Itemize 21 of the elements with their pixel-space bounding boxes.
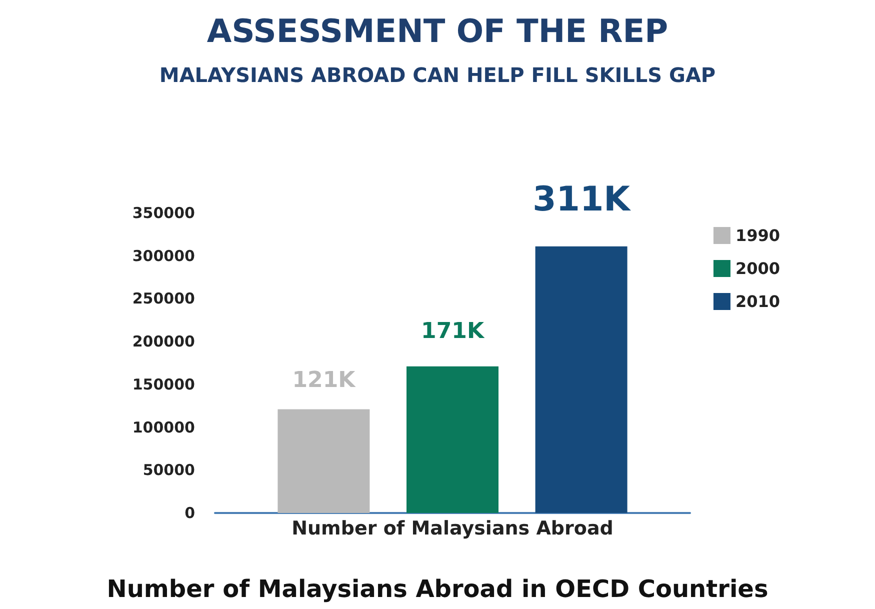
y-tick-label: 50000 bbox=[142, 461, 195, 480]
y-tick-label: 150000 bbox=[132, 375, 195, 394]
bar bbox=[535, 246, 628, 513]
x-tick-label: Number of Malaysians Abroad bbox=[292, 518, 614, 540]
data-label: 171K bbox=[421, 318, 485, 344]
legend-label: 2000 bbox=[735, 259, 780, 278]
y-tick-label: 100000 bbox=[132, 418, 195, 436]
text: Number of Malaysians Abroad in OECD Countries bbox=[106, 575, 768, 603]
legend-label: 2010 bbox=[735, 292, 780, 311]
y-tick-label: 350000 bbox=[132, 204, 195, 222]
data-label: 121K bbox=[292, 368, 356, 393]
chart-title: ASSESSMENT OF THE REP bbox=[206, 12, 668, 50]
y-tick-label: 200000 bbox=[132, 332, 195, 351]
y-tick-label: 300000 bbox=[132, 246, 195, 265]
bar bbox=[406, 366, 498, 513]
y-tick-label: 250000 bbox=[132, 290, 195, 308]
chart-subtitle: MALAYSIANS ABROAD CAN HELP FILL SKILLS GAP bbox=[159, 63, 716, 87]
bar bbox=[278, 409, 370, 513]
legend-label: 1990 bbox=[735, 226, 780, 245]
data-label: 311K bbox=[532, 179, 632, 220]
y-tick-label: 0 bbox=[184, 504, 195, 522]
